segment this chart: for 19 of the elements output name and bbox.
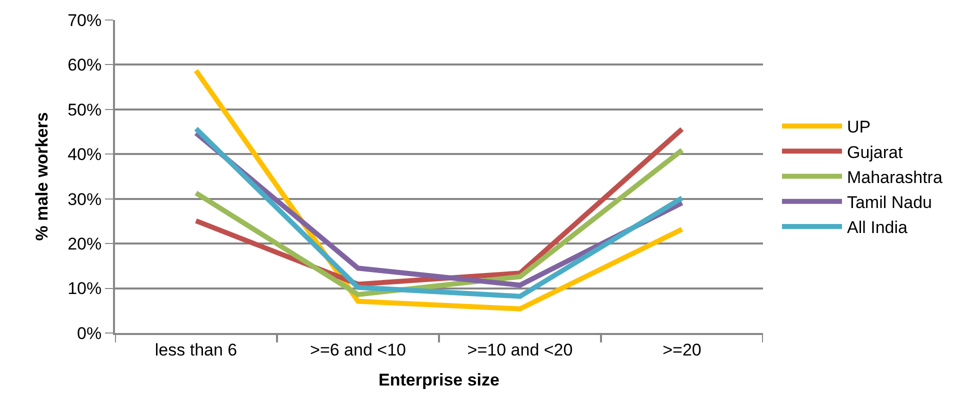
y-tick-label: 60%: [68, 56, 102, 75]
y-tick-label: 30%: [68, 190, 102, 209]
y-tick-label: 10%: [68, 279, 102, 298]
y-tick-label: 70%: [68, 10, 102, 30]
x-tick-label: >=10 and <20: [467, 340, 573, 360]
legend-label: UP: [846, 118, 871, 137]
y-tick-label: 40%: [68, 145, 102, 164]
x-axis-title: Enterprise size: [378, 370, 500, 390]
legend-label: Gujarat: [846, 142, 904, 162]
x-tick-label: >=20: [662, 340, 702, 360]
legend-label: Maharashtra: [846, 168, 943, 187]
y-axis-title: % male workers: [32, 112, 52, 241]
legend-label: Tamil Nadu: [846, 192, 932, 212]
y-tick-label: 0%: [77, 324, 102, 343]
legend-label: All India: [846, 218, 908, 238]
y-tick-label: 20%: [68, 234, 102, 254]
x-tick-label: less than 6: [154, 340, 238, 360]
y-tick-label: 50%: [68, 100, 102, 120]
x-tick-label: >=6 and <10: [310, 340, 406, 360]
